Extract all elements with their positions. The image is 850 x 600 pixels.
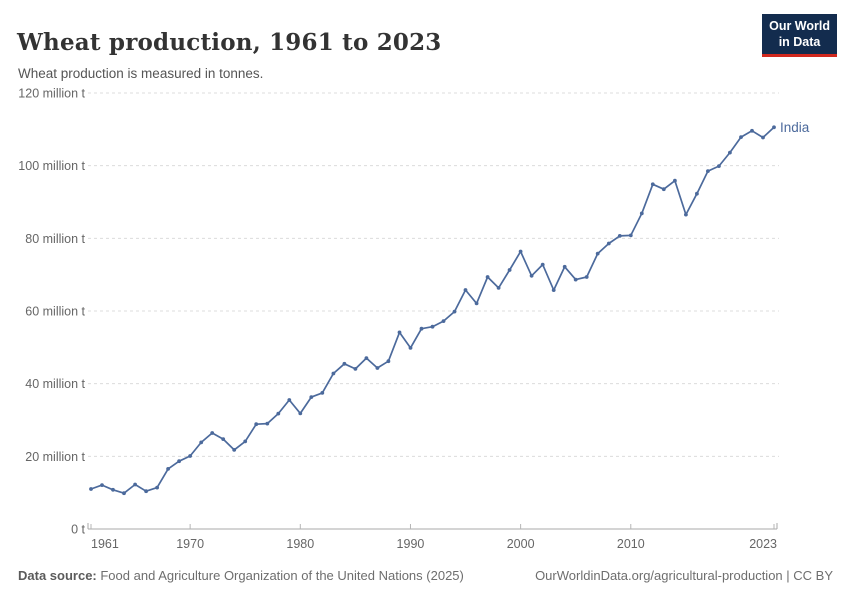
data-point[interactable] [408,346,413,350]
data-point[interactable] [210,431,215,435]
data-point[interactable] [684,212,688,217]
data-point[interactable] [606,241,611,246]
data-point[interactable] [155,485,160,490]
series-label-india[interactable]: India [780,120,810,135]
data-point[interactable] [89,487,93,491]
data-point[interactable] [111,487,115,492]
data-point[interactable] [772,125,776,130]
data-point[interactable] [650,182,655,187]
data-point[interactable] [562,264,567,269]
data-line-india[interactable] [90,126,775,495]
data-point[interactable] [551,288,556,292]
data-point[interactable] [276,411,281,416]
data-point[interactable] [331,371,336,376]
y-tick-label: 0 t [71,523,85,537]
data-point[interactable] [573,277,578,282]
data-point[interactable] [750,128,754,133]
data-point[interactable] [386,359,391,364]
x-tick-label: 1980 [286,537,314,551]
owid-logo[interactable]: Our World in Data [762,14,837,58]
data-point[interactable] [320,391,325,395]
data-point[interactable] [673,178,677,183]
data-point[interactable] [496,286,501,290]
footer-citation-link[interactable]: OurWorldinData.org/agricultural-producti… [535,568,833,583]
data-point[interactable] [430,324,435,329]
y-tick-label: 20 million t [25,450,85,464]
x-tick-label: 2010 [617,537,645,551]
data-point[interactable] [144,489,149,494]
data-point[interactable] [375,366,380,370]
data-point[interactable] [661,187,666,192]
data-point[interactable] [122,491,126,496]
owid-logo-line1: Our World [769,19,830,33]
data-source-label: Data source: [18,568,97,583]
data-point[interactable] [717,164,721,169]
data-point[interactable] [540,262,545,267]
data-point[interactable] [728,150,732,155]
data-point[interactable] [474,301,479,306]
x-tick-label: 2000 [507,537,535,551]
data-point[interactable] [309,395,314,399]
data-point[interactable] [254,422,259,427]
data-source: Data source: Food and Agriculture Organi… [18,568,464,583]
data-point[interactable] [364,356,369,360]
data-source-text: Food and Agriculture Organization of the… [96,568,464,583]
y-tick-label: 100 million t [18,159,85,173]
data-point[interactable] [177,459,182,464]
chart-subtitle: Wheat production is measured in tonnes. [18,65,264,81]
data-point[interactable] [342,361,347,366]
data-point[interactable] [287,398,292,402]
y-tick-label: 80 million t [25,232,85,246]
data-point[interactable] [298,411,303,416]
x-tick-label: 1970 [176,537,204,551]
x-tick-label: 1961 [91,537,119,551]
data-point[interactable] [100,483,104,487]
data-point[interactable] [518,249,523,254]
data-point[interactable] [695,191,699,196]
data-point[interactable] [265,421,270,426]
data-point[interactable] [397,330,402,335]
data-point[interactable] [529,273,534,278]
y-tick-label: 120 million t [18,87,85,101]
data-point[interactable] [617,234,622,238]
data-point[interactable] [595,251,600,256]
data-point[interactable] [243,439,248,444]
x-tick-label: 1990 [397,537,425,551]
data-point[interactable] [166,467,171,471]
data-point[interactable] [353,367,358,371]
x-tick-label: 2023 [749,537,777,551]
data-point[interactable] [232,448,237,452]
owid-logo-line2: in Data [778,34,821,49]
data-point[interactable] [761,135,765,140]
data-point[interactable] [639,211,644,216]
data-point[interactable] [584,275,589,279]
data-point[interactable] [706,169,710,174]
data-point[interactable] [188,454,193,458]
data-point[interactable] [463,288,468,292]
data-point[interactable] [133,482,138,487]
data-point[interactable] [507,268,512,272]
chart-title: Wheat production, 1961 to 2023 [17,29,442,57]
y-tick-label: 40 million t [25,377,85,391]
data-point[interactable] [441,319,446,323]
data-point[interactable] [485,275,490,279]
data-point[interactable] [199,440,204,445]
data-point[interactable] [419,326,424,331]
data-point[interactable] [221,437,226,441]
chart-footer: Data source: Food and Agriculture Organi… [18,568,833,583]
data-point[interactable] [739,135,743,140]
data-point[interactable] [452,309,457,314]
y-tick-label: 60 million t [25,305,85,319]
data-point[interactable] [628,233,633,238]
